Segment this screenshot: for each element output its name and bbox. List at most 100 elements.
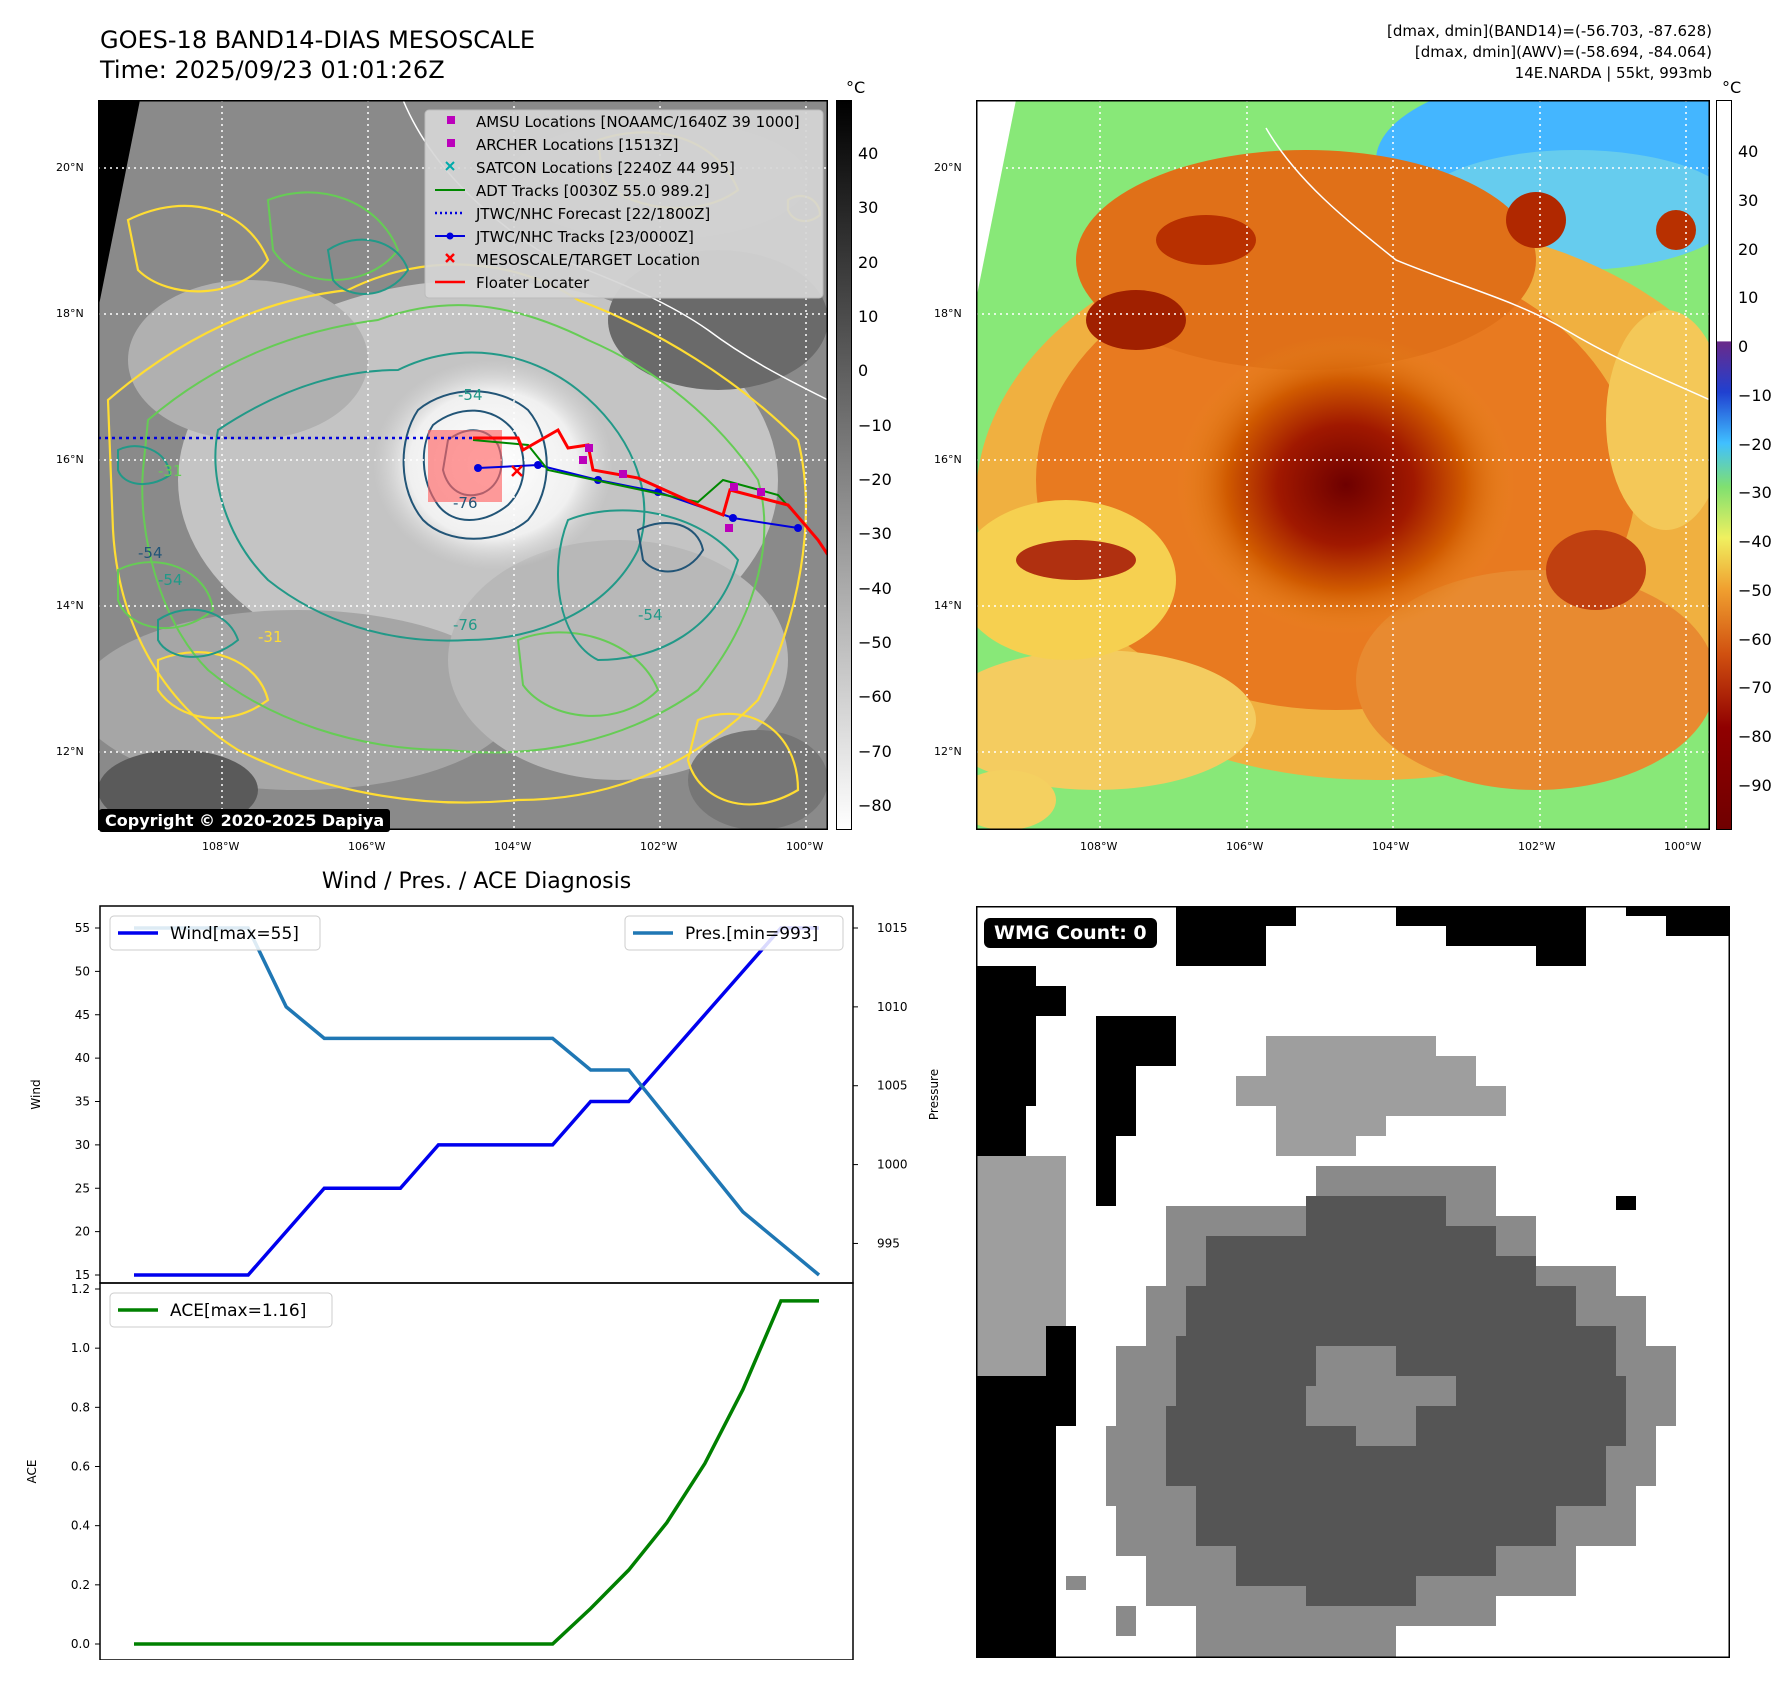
lon-tick-label: 102°W [1518,840,1556,853]
lat-tick-label: 16°N [934,453,962,466]
colorbar1-tick-label: −10 [858,415,892,435]
wmg-count-badge: WMG Count: 0 [984,918,1157,948]
wind-y-tick-label: 25 [75,1181,90,1195]
ace-y-tick-label: 0.8 [71,1400,90,1414]
colorbar2-tick-label: −60 [1738,629,1772,649]
lon-tick-label: 104°W [1372,840,1410,853]
colorbar1-unit: °C [846,78,866,97]
wind-y-tick-label: 45 [75,1008,90,1022]
ace-y-tick-label: 0.0 [71,1637,90,1651]
lat-tick-label: 12°N [934,745,962,758]
target-location-marker [511,465,523,477]
pressure-series-line [134,926,821,1277]
map-legend: AMSU Locations [NOAAMC/1640Z 39 1000] AR… [424,109,824,299]
lat-tick-label: 14°N [934,599,962,612]
wind-y-tick-label: 35 [75,1095,90,1109]
colorbar1-tick-label: −60 [858,687,892,707]
lon-tick-label: 106°W [1226,840,1264,853]
ace-y-tick-label: 0.6 [71,1460,90,1474]
legend-amsu: AMSU Locations [NOAAMC/1640Z 39 1000] [476,113,800,131]
pressure-y-tick-label: 1010 [877,1000,908,1014]
diagnosis-chart: Wind / Pres. / ACE Diagnosis 15 20 25 30 35 40… [25,869,941,1660]
colorbar1-tick-label: −80 [858,796,892,815]
lon-tick-label: 106°W [348,840,386,853]
contour-label: -54 [138,544,163,562]
wind-y-tick-label: 30 [75,1138,90,1152]
ace-y-tick-label: 0.2 [71,1578,90,1592]
legend-satcon-icon [445,161,455,171]
pressure-y-tick-label: 995 [877,1236,900,1250]
lat-tick-label: 16°N [56,453,84,466]
colorbar1-tick-label: 10 [858,307,879,326]
pressure-y-tick-label: 1015 [877,921,908,935]
coastline-2 [1265,127,1710,401]
contour-labels: -54 -54 -76 -31 -76 -54 -54 -31 [138,386,663,646]
chart-title: Wind / Pres. / ACE Diagnosis [322,869,631,894]
legend-satcon: SATCON Locations [2240Z 44 995] [476,159,735,177]
legend-target-icon [445,253,455,263]
awv-colorbar [1716,100,1732,830]
colorbar2-tick-label: −80 [1738,727,1772,747]
svg-text:Pres.[min=993]: Pres.[min=993] [685,924,818,944]
contour-teal [117,238,740,662]
contour-label: -54 [158,571,183,589]
legend-jtwc-icon [435,232,465,240]
floater-locater-track [473,427,828,556]
legend-ace: ACE[max=1.16] [109,1292,333,1328]
pressure-axis-label: Pressure [927,1069,941,1120]
contour-label: -31 [158,462,183,480]
wind-y-tick-label: 55 [75,921,90,935]
contour-label: -31 [258,628,283,646]
lon-tick-label: 100°W [786,840,824,853]
wind-axis-label: Wind [29,1079,43,1109]
colorbar2-tick-label: 10 [1738,288,1759,308]
pressure-y-tick-label: 1005 [877,1079,908,1093]
legend-forecast: JTWC/NHC Forecast [22/1800Z] [475,205,710,223]
colorbar2-tick-label: 30 [1738,190,1759,210]
wmg-panel [976,906,1730,1658]
copyright-badge: Copyright © 2020-2025 Dapiya [99,809,391,832]
ir-map-panel: -54 -54 -76 -31 -76 -54 -54 -31 AMSU Loc… [98,100,828,830]
colorbar1-tick-label: 40 [858,144,879,163]
colorbar2-tick-label: −30 [1738,483,1772,503]
ir-colorbar [836,100,852,830]
ace-axis-label: ACE [25,1460,39,1484]
colorbar2-tick-label: −40 [1738,532,1772,552]
legend-target: MESOSCALE/TARGET Location [476,251,700,269]
legend-amsu-icon [447,116,455,124]
amsu-archer-markers [579,444,765,532]
meta-awv: [dmax, dmin](AWV)=(-58.694, -84.064) [1414,43,1712,61]
legend-archer: ARCHER Locations [1513Z] [476,136,679,154]
lon-tick-label: 102°W [640,840,678,853]
wind-y-tick-label: 50 [75,964,90,978]
colorbar1-tick-label: 0 [858,361,869,381]
legend-adt: ADT Tracks [0030Z 55.0 989.2] [476,182,710,200]
colorbar1-tick-label: −30 [858,524,892,544]
wind-pres-axes-frame [99,905,854,1284]
contour-label: -76 [453,616,478,634]
colorbar2-tick-label: 20 [1738,239,1759,259]
lat-tick-label: 18°N [934,307,962,320]
colorbar2-tick-label: −70 [1738,678,1772,698]
lon-tick-label: 108°W [1080,840,1118,853]
ace-y-tick-label: 1.0 [71,1341,90,1355]
ace-y-tick-label: 0.4 [71,1519,90,1533]
lon-tick-label: 100°W [1664,840,1702,853]
colorbar1-tick-label: −20 [858,470,892,489]
map2-gridlines [976,100,1710,830]
legend-floater: Floater Locater [476,274,590,292]
svg-text:Wind[max=55]: Wind[max=55] [170,924,299,944]
figure-time: Time: 2025/09/23 01:01:26Z [100,56,445,84]
colorbar1-tick-label: 20 [858,252,879,272]
colorbar2-tick-label: −10 [1738,385,1772,405]
ace-series-line [134,1299,819,1646]
meta-band14: [dmax, dmin](BAND14)=(-56.703, -87.628) [1387,22,1712,40]
wind-y-tick-label: 15 [75,1268,90,1282]
lat-tick-label: 12°N [56,745,84,758]
legend-jtwc: JTWC/NHC Tracks [23/0000Z] [475,228,694,246]
lon-tick-label: 108°W [202,840,240,853]
colorbar1-tick-label: −70 [858,741,892,761]
figure-title: GOES-18 BAND14-DIAS MESOSCALE [100,26,536,54]
jtwc-track [477,463,799,529]
colorbar2-unit: °C [1722,78,1742,97]
